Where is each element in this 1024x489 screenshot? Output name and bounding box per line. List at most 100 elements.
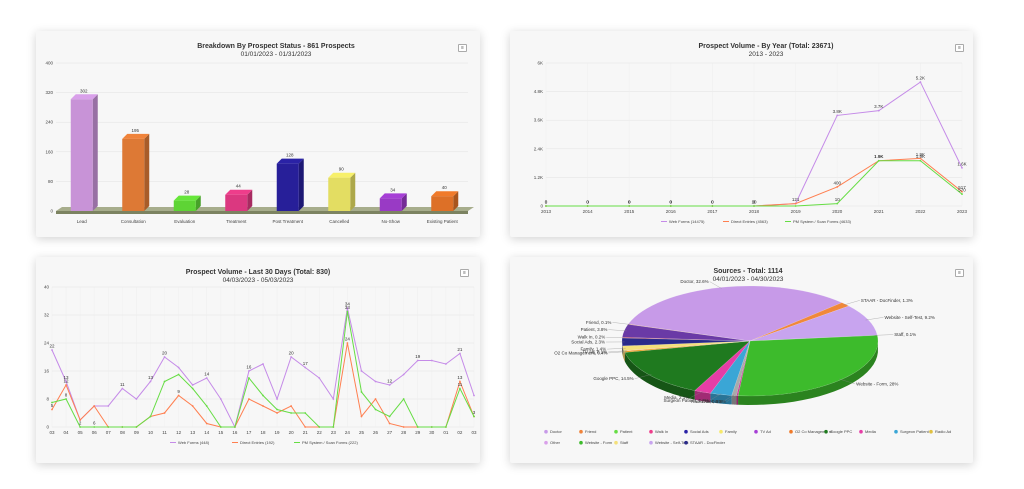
data-point (919, 81, 922, 83)
x-tick-label: 2019 (791, 209, 802, 214)
chart-subtitle: 04/03/2023 - 05/03/2023 (223, 277, 294, 284)
data-point (360, 391, 363, 393)
data-label: 11 (458, 382, 463, 387)
data-label: 34 (390, 187, 396, 192)
slice-label: Family, 1.4% (581, 347, 607, 352)
data-point (402, 398, 405, 400)
x-tick-label: 2017 (707, 209, 718, 214)
x-tick-label: 09 (134, 430, 140, 435)
chart-title: Breakdown By Prospect Status - 861 Prosp… (197, 43, 355, 50)
x-tick-label: 23 (331, 430, 337, 435)
legend-swatch (894, 429, 898, 434)
x-tick-label: 03 (49, 430, 55, 435)
data-point (205, 405, 208, 407)
chart-menu-button[interactable]: ≡ (458, 44, 467, 52)
data-label: 12 (64, 379, 70, 384)
x-tick-label: 25 (359, 430, 365, 435)
data-point (205, 377, 208, 379)
data-label: 20 (289, 351, 295, 356)
data-point (290, 412, 293, 414)
legend-item: Website - Self-Test (655, 440, 689, 445)
data-point (388, 415, 391, 418)
x-tick-label: 11 (162, 430, 167, 435)
data-point (219, 426, 222, 428)
data-label: 570 (958, 188, 966, 193)
x-tick-label: 24 (345, 430, 351, 435)
data-point (248, 370, 250, 372)
x-tick-label: 21 (303, 430, 309, 435)
data-point (262, 405, 264, 407)
chart-title: Prospect Volume - Last 30 Days (Total: 8… (186, 269, 330, 276)
hamburger-icon: ≡ (461, 45, 464, 51)
data-point (669, 205, 672, 207)
bar (328, 177, 351, 211)
x-tick-label: 28 (401, 430, 407, 435)
hamburger-icon: ≡ (463, 270, 466, 276)
data-label: 0 (711, 200, 714, 205)
chart-subtitle: 01/01/2023 - 01/31/2023 (241, 51, 312, 58)
data-point (107, 426, 110, 428)
data-point (65, 398, 67, 400)
data-label: 34 (345, 302, 351, 307)
x-tick-label: 10 (148, 430, 154, 435)
data-label: 0 (586, 200, 589, 205)
bar-side (298, 158, 304, 211)
data-label: 1.9K (916, 152, 925, 157)
legend-item: PM System / Scan Forms (222) (302, 440, 358, 445)
legend-item: Direct Entries (192) (240, 440, 275, 445)
data-point (430, 426, 433, 428)
data-label: 20 (162, 351, 168, 356)
x-tick-label: 02 (457, 430, 463, 435)
label-connector (612, 322, 631, 325)
label-connector (608, 351, 627, 354)
data-point (459, 380, 461, 383)
data-point (961, 193, 963, 195)
data-label: 44 (236, 184, 242, 189)
data-label: 40 (442, 185, 448, 190)
x-tick-label: 07 (106, 430, 112, 435)
chart-menu-button[interactable]: ≡ (955, 269, 964, 277)
y-tick-label: 240 (45, 120, 53, 125)
data-point (107, 405, 110, 407)
data-label: 0 (753, 200, 756, 205)
legend-swatch (684, 440, 688, 445)
x-tick-label: 17 (246, 430, 252, 435)
legend-swatch (579, 440, 583, 445)
x-tick-label: 29 (415, 430, 421, 435)
data-label: 3.8K (833, 109, 842, 114)
data-point (360, 415, 363, 418)
pie-slice-side (624, 352, 695, 400)
x-tick-label: Consultation (121, 219, 147, 224)
data-label: 8 (65, 393, 68, 398)
pie-slice-side (710, 393, 732, 405)
y-tick-label: 3.6K (534, 118, 543, 123)
label-connector (723, 394, 735, 402)
x-tick-label: 05 (78, 430, 84, 435)
legend-swatch (649, 429, 653, 434)
data-point (290, 405, 293, 407)
legend-item: Friend (585, 429, 596, 434)
data-label: 0 (711, 200, 714, 205)
bar-side (92, 94, 98, 211)
slice-label: Staff, 0.1% (894, 332, 916, 337)
chart-menu-button[interactable]: ≡ (460, 269, 469, 277)
data-point (919, 159, 922, 162)
legend-swatch (544, 429, 548, 434)
days-chart-panel: Prospect Volume - Last 30 Days (Total: 8… (36, 257, 480, 463)
label-connector (709, 281, 722, 289)
bar (122, 138, 145, 211)
data-point (836, 202, 839, 205)
slice-label: Patient, 3.8% (581, 327, 608, 332)
bar-top (70, 94, 98, 100)
legend-item: Other (550, 440, 561, 445)
y-tick-label: 40 (44, 285, 50, 290)
chart-menu-button[interactable]: ≡ (955, 44, 964, 52)
chart-title: Sources - Total: 1114 (713, 268, 782, 275)
data-point (332, 426, 335, 428)
slice-label: STAAR - DocFinder, 1.3% (861, 298, 913, 303)
pie-slice-side (738, 339, 878, 405)
bar (70, 99, 93, 211)
sources-chart-panel: Sources - Total: 1114 04/01/2023 - 04/30… (510, 257, 973, 463)
x-tick-label: Existing Patient (427, 219, 459, 224)
slice-label: Website - Form, 28% (856, 381, 898, 386)
